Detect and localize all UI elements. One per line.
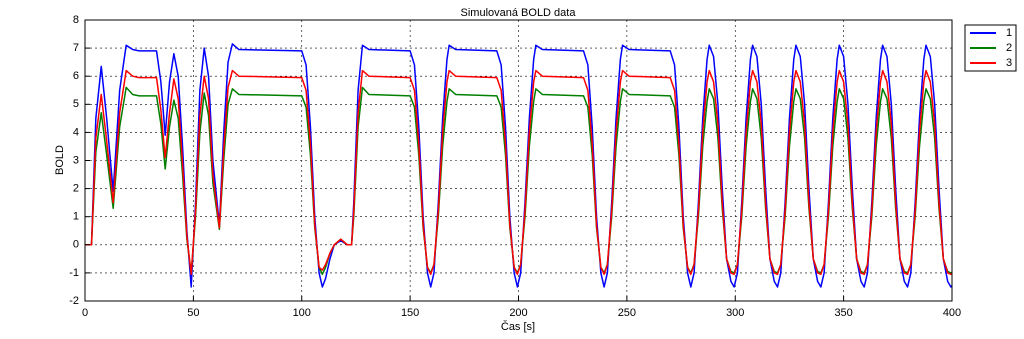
x-tick-label: 300 xyxy=(726,307,744,319)
x-tick-label: 350 xyxy=(834,307,852,319)
x-tick-label: 100 xyxy=(293,307,311,319)
x-tick-label: 50 xyxy=(187,307,199,319)
y-tick-label: -1 xyxy=(69,267,79,279)
chart-title: Simulovaná BOLD data xyxy=(461,7,577,19)
legend-label: 1 xyxy=(1006,27,1012,39)
y-tick-label: 0 xyxy=(73,239,79,251)
x-tick-label: 200 xyxy=(509,307,527,319)
y-tick-label: -2 xyxy=(69,295,79,307)
y-tick-label: 2 xyxy=(73,183,79,195)
y-tick-label: 8 xyxy=(73,14,79,26)
x-tick-label: 150 xyxy=(401,307,419,319)
legend-label: 3 xyxy=(1006,57,1012,69)
lines xyxy=(85,43,953,288)
data-line xyxy=(85,69,953,276)
y-tick-label: 7 xyxy=(73,42,79,54)
y-tick-label: 6 xyxy=(73,70,79,82)
y-tick-label: 1 xyxy=(73,211,79,223)
ticks: 0 50 100 150 200 250 300 350 400 -2 -1 0 1 2 3 4 5 6 7 8 xyxy=(69,14,961,319)
x-tick-label: 0 xyxy=(82,307,88,319)
x-axis-label: Čas [s] xyxy=(501,320,535,333)
y-tick-label: 4 xyxy=(73,126,79,138)
x-tick-label: 400 xyxy=(943,307,961,319)
y-tick-label: 5 xyxy=(73,98,79,110)
legend-label: 2 xyxy=(1006,42,1012,54)
x-tick-label: 250 xyxy=(618,307,636,319)
legend: 1 2 3 xyxy=(970,27,1012,69)
y-tick-label: 3 xyxy=(73,154,79,166)
y-axis-label: BOLD xyxy=(54,145,66,175)
